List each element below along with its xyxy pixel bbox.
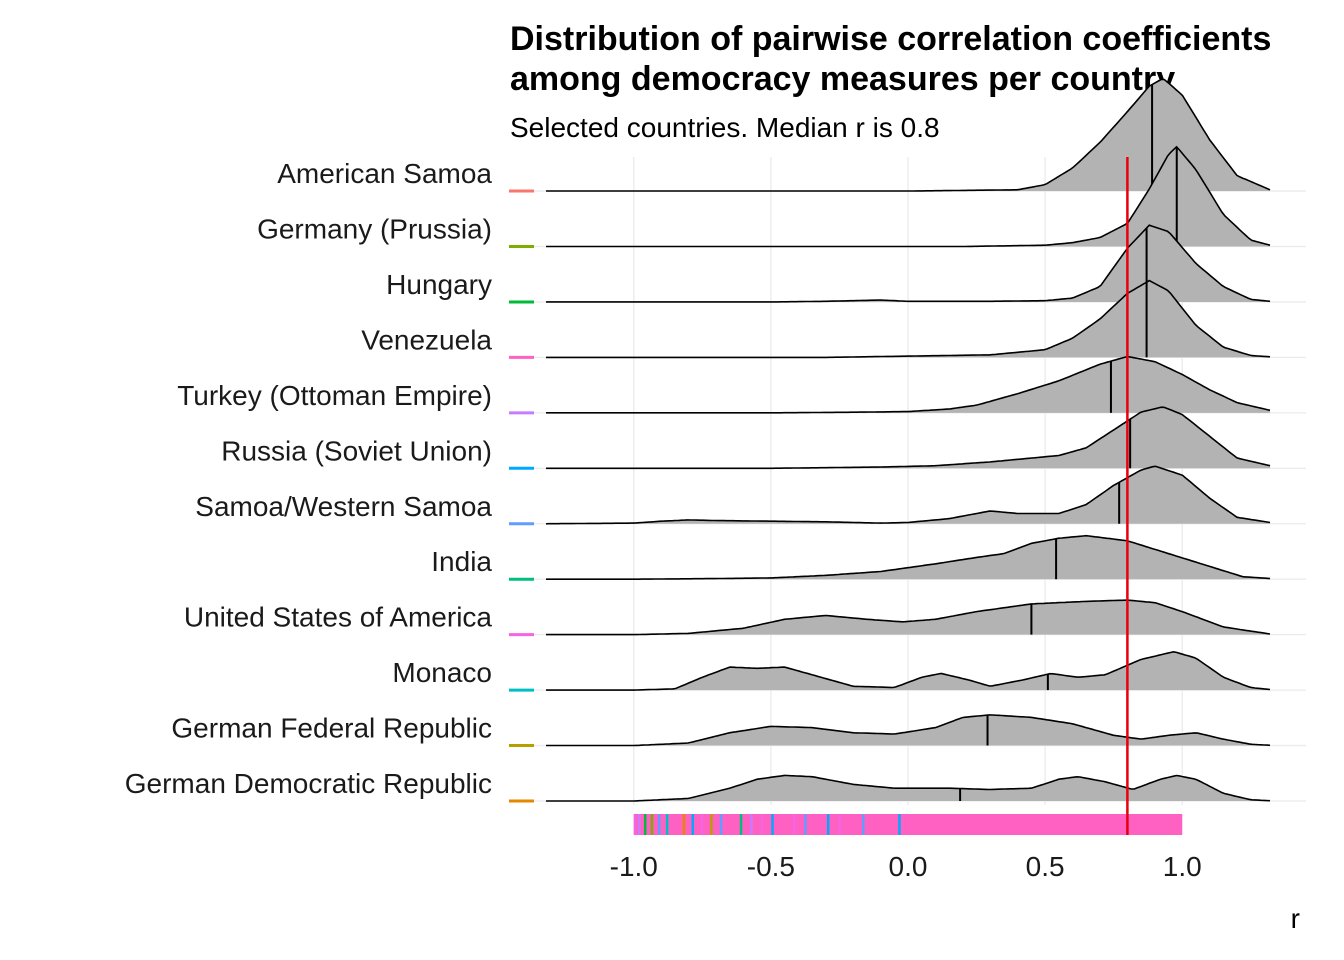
ridge-area xyxy=(546,79,1270,192)
ridge-area xyxy=(546,466,1270,524)
row-label: Turkey (Ottoman Empire) xyxy=(177,380,492,411)
row-label: Russia (Soviet Union) xyxy=(221,435,492,466)
rug-tick xyxy=(910,814,913,835)
row-label: Samoa/Western Samoa xyxy=(195,491,492,522)
rug-tick xyxy=(658,814,661,835)
chart-subtitle: Selected countries. Median r is 0.8 xyxy=(510,112,940,143)
rug-tick xyxy=(750,814,753,835)
rug-tick xyxy=(650,814,654,835)
ridge-4 xyxy=(546,279,1271,359)
rug-tick xyxy=(682,814,686,835)
rug-tick xyxy=(691,814,695,835)
x-axis-ticks: -1.0 -0.5 0.0 0.5 1.0 xyxy=(610,851,1202,882)
ridge-area xyxy=(546,225,1270,302)
ridge-area xyxy=(546,407,1270,469)
y-axis-labels: American Samoa Germany (Prussia) Hungary Ve… xyxy=(125,158,534,803)
x-tick-label: -1.0 xyxy=(610,851,658,882)
ridge-11 xyxy=(546,714,1271,747)
chart-title-line2: among democracy measures per country xyxy=(510,60,1175,98)
rug-tick xyxy=(760,814,764,835)
ridge-9 xyxy=(546,599,1271,636)
ridge-2 xyxy=(546,145,1271,248)
x-tick-label: 0.5 xyxy=(1026,851,1065,882)
rug-tick xyxy=(674,814,677,835)
rug-tick xyxy=(710,814,713,835)
ridge-area xyxy=(546,714,1270,746)
ridge-outline xyxy=(546,650,1271,691)
rug-tick xyxy=(815,814,818,835)
ridge-10 xyxy=(546,650,1271,691)
ridge-outline xyxy=(546,714,1271,747)
rug-tick xyxy=(838,814,841,835)
rug-tick xyxy=(861,814,865,835)
rug-tick xyxy=(638,814,641,835)
ridge-1 xyxy=(546,78,1271,192)
rug-tick xyxy=(739,814,743,835)
rug-tick xyxy=(643,814,647,835)
ridge-area xyxy=(546,600,1270,635)
ridges xyxy=(545,78,1271,802)
ridge-outline xyxy=(546,145,1271,248)
chart-title-line1: Distribution of pairwise correlation coe… xyxy=(510,20,1271,58)
x-axis-title: r xyxy=(1291,903,1300,934)
ridge-12 xyxy=(546,774,1271,802)
rug-tick xyxy=(850,814,853,835)
rug-tick xyxy=(873,814,877,835)
row-label: German Democratic Republic xyxy=(125,768,492,799)
row-label: Germany (Prussia) xyxy=(257,214,492,245)
ridge-area xyxy=(546,280,1270,358)
x-tick-label: -0.5 xyxy=(747,851,795,882)
ridge-outline xyxy=(546,599,1271,636)
row-label: United States of America xyxy=(184,602,493,633)
ridge-outline xyxy=(546,534,1271,580)
ridge-6 xyxy=(546,406,1271,470)
rug-tick xyxy=(700,814,704,835)
ridge-8 xyxy=(546,534,1271,580)
row-label: Venezuela xyxy=(361,324,492,355)
rug-tick xyxy=(729,814,733,835)
ridge-outline xyxy=(546,355,1271,414)
row-label: German Federal Republic xyxy=(171,713,492,744)
ridge-area xyxy=(546,146,1270,247)
x-tick-label: 0.0 xyxy=(889,851,928,882)
ridge-7 xyxy=(545,465,1271,525)
x-tick-label: 1.0 xyxy=(1163,851,1202,882)
ridge-outline xyxy=(546,279,1271,359)
ridge-outline xyxy=(546,406,1271,470)
rug-tick xyxy=(793,814,796,835)
rug-tick xyxy=(782,814,785,835)
rug xyxy=(633,814,1183,835)
ridge-area xyxy=(546,356,1270,413)
ridge-outline xyxy=(545,465,1271,525)
rug-tick xyxy=(922,814,926,835)
row-label: India xyxy=(431,546,492,577)
rug-band xyxy=(633,814,1183,835)
ridge-area xyxy=(546,651,1270,691)
rug-tick xyxy=(771,814,774,835)
rug-tick xyxy=(898,814,901,835)
ridge-outline xyxy=(546,78,1271,192)
row-label: American Samoa xyxy=(277,158,492,189)
row-label: Hungary xyxy=(386,269,492,300)
rug-tick xyxy=(826,814,830,835)
ridge-outline xyxy=(546,774,1271,802)
row-label: Monaco xyxy=(392,657,492,688)
ridge-area xyxy=(546,535,1270,580)
rug-tick xyxy=(719,814,723,835)
ridge-outline xyxy=(546,224,1271,303)
rug-tick xyxy=(665,814,669,835)
rug-tick xyxy=(886,814,889,835)
rug-tick xyxy=(633,814,637,835)
rug-tick xyxy=(804,814,807,835)
ridge-5 xyxy=(546,355,1271,414)
